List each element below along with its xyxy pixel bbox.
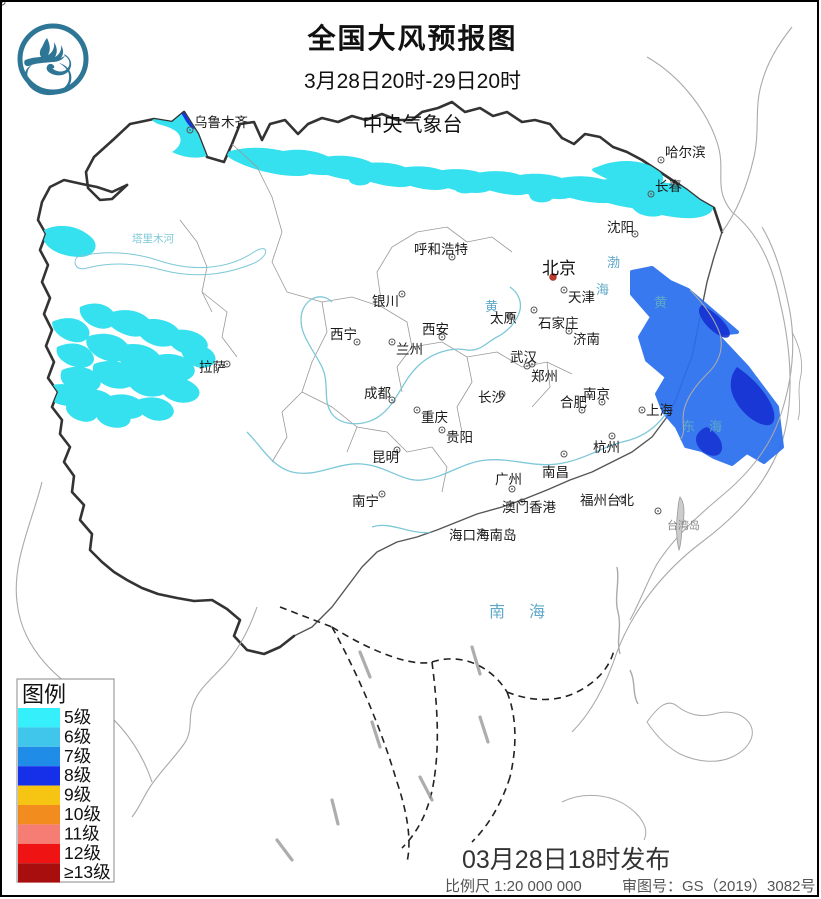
svg-text:呼和浩特: 呼和浩特 <box>414 242 468 257</box>
svg-text:广州: 广州 <box>495 472 522 487</box>
svg-text:5级: 5级 <box>64 707 91 727</box>
svg-text:澳门香港: 澳门香港 <box>502 500 556 515</box>
svg-text:哈尔滨: 哈尔滨 <box>665 145 706 160</box>
svg-text:郑州: 郑州 <box>531 369 558 384</box>
svg-text:南: 南 <box>489 603 505 621</box>
svg-text:北京: 北京 <box>542 259 576 278</box>
svg-text:10级: 10级 <box>64 804 101 824</box>
svg-text:长沙: 长沙 <box>478 390 505 405</box>
svg-text:福州台北: 福州台北 <box>580 493 634 508</box>
svg-text:长春: 长春 <box>655 179 683 194</box>
svg-text:海口海南岛: 海口海南岛 <box>449 528 517 543</box>
svg-text:12级: 12级 <box>64 843 101 863</box>
svg-text:渤: 渤 <box>607 255 620 270</box>
svg-text:济南: 济南 <box>573 332 600 347</box>
svg-text:6级: 6级 <box>64 726 91 746</box>
svg-text:成都: 成都 <box>364 386 391 401</box>
svg-text:南宁: 南宁 <box>352 493 379 509</box>
svg-text:8级: 8级 <box>64 765 91 785</box>
svg-text:上海: 上海 <box>646 403 673 418</box>
svg-text:西安: 西安 <box>422 322 449 337</box>
svg-text:拉萨: 拉萨 <box>199 360 226 375</box>
svg-text:武汉: 武汉 <box>510 350 538 365</box>
svg-text:太原: 太原 <box>490 311 517 326</box>
svg-text:黄: 黄 <box>654 295 667 310</box>
svg-text:塔里木河: 塔里木河 <box>132 232 174 245</box>
svg-text:台湾岛: 台湾岛 <box>667 518 700 532</box>
svg-text:昆明: 昆明 <box>372 450 399 465</box>
svg-text:≥13级: ≥13级 <box>64 862 111 882</box>
svg-text:海: 海 <box>709 419 722 434</box>
svg-text:南昌: 南昌 <box>542 465 569 480</box>
svg-text:贵阳: 贵阳 <box>446 430 473 445</box>
svg-text:兰州: 兰州 <box>396 342 423 357</box>
svg-text:东: 东 <box>682 419 695 434</box>
svg-text:南京: 南京 <box>583 387 610 402</box>
svg-text:海: 海 <box>596 282 609 297</box>
svg-text:银川: 银川 <box>372 294 399 309</box>
svg-text:重庆: 重庆 <box>421 410 448 425</box>
svg-text:11级: 11级 <box>64 823 100 843</box>
svg-text:西宁: 西宁 <box>330 326 357 342</box>
svg-text:图例: 图例 <box>22 682 66 707</box>
svg-text:9级: 9级 <box>64 785 91 805</box>
svg-text:沈阳: 沈阳 <box>607 220 634 235</box>
svg-text:天津: 天津 <box>568 290 595 305</box>
svg-text:海: 海 <box>529 603 545 621</box>
svg-text:7级: 7级 <box>64 746 91 766</box>
svg-text:石家庄: 石家庄 <box>538 315 579 331</box>
svg-text:杭州: 杭州 <box>593 440 620 455</box>
